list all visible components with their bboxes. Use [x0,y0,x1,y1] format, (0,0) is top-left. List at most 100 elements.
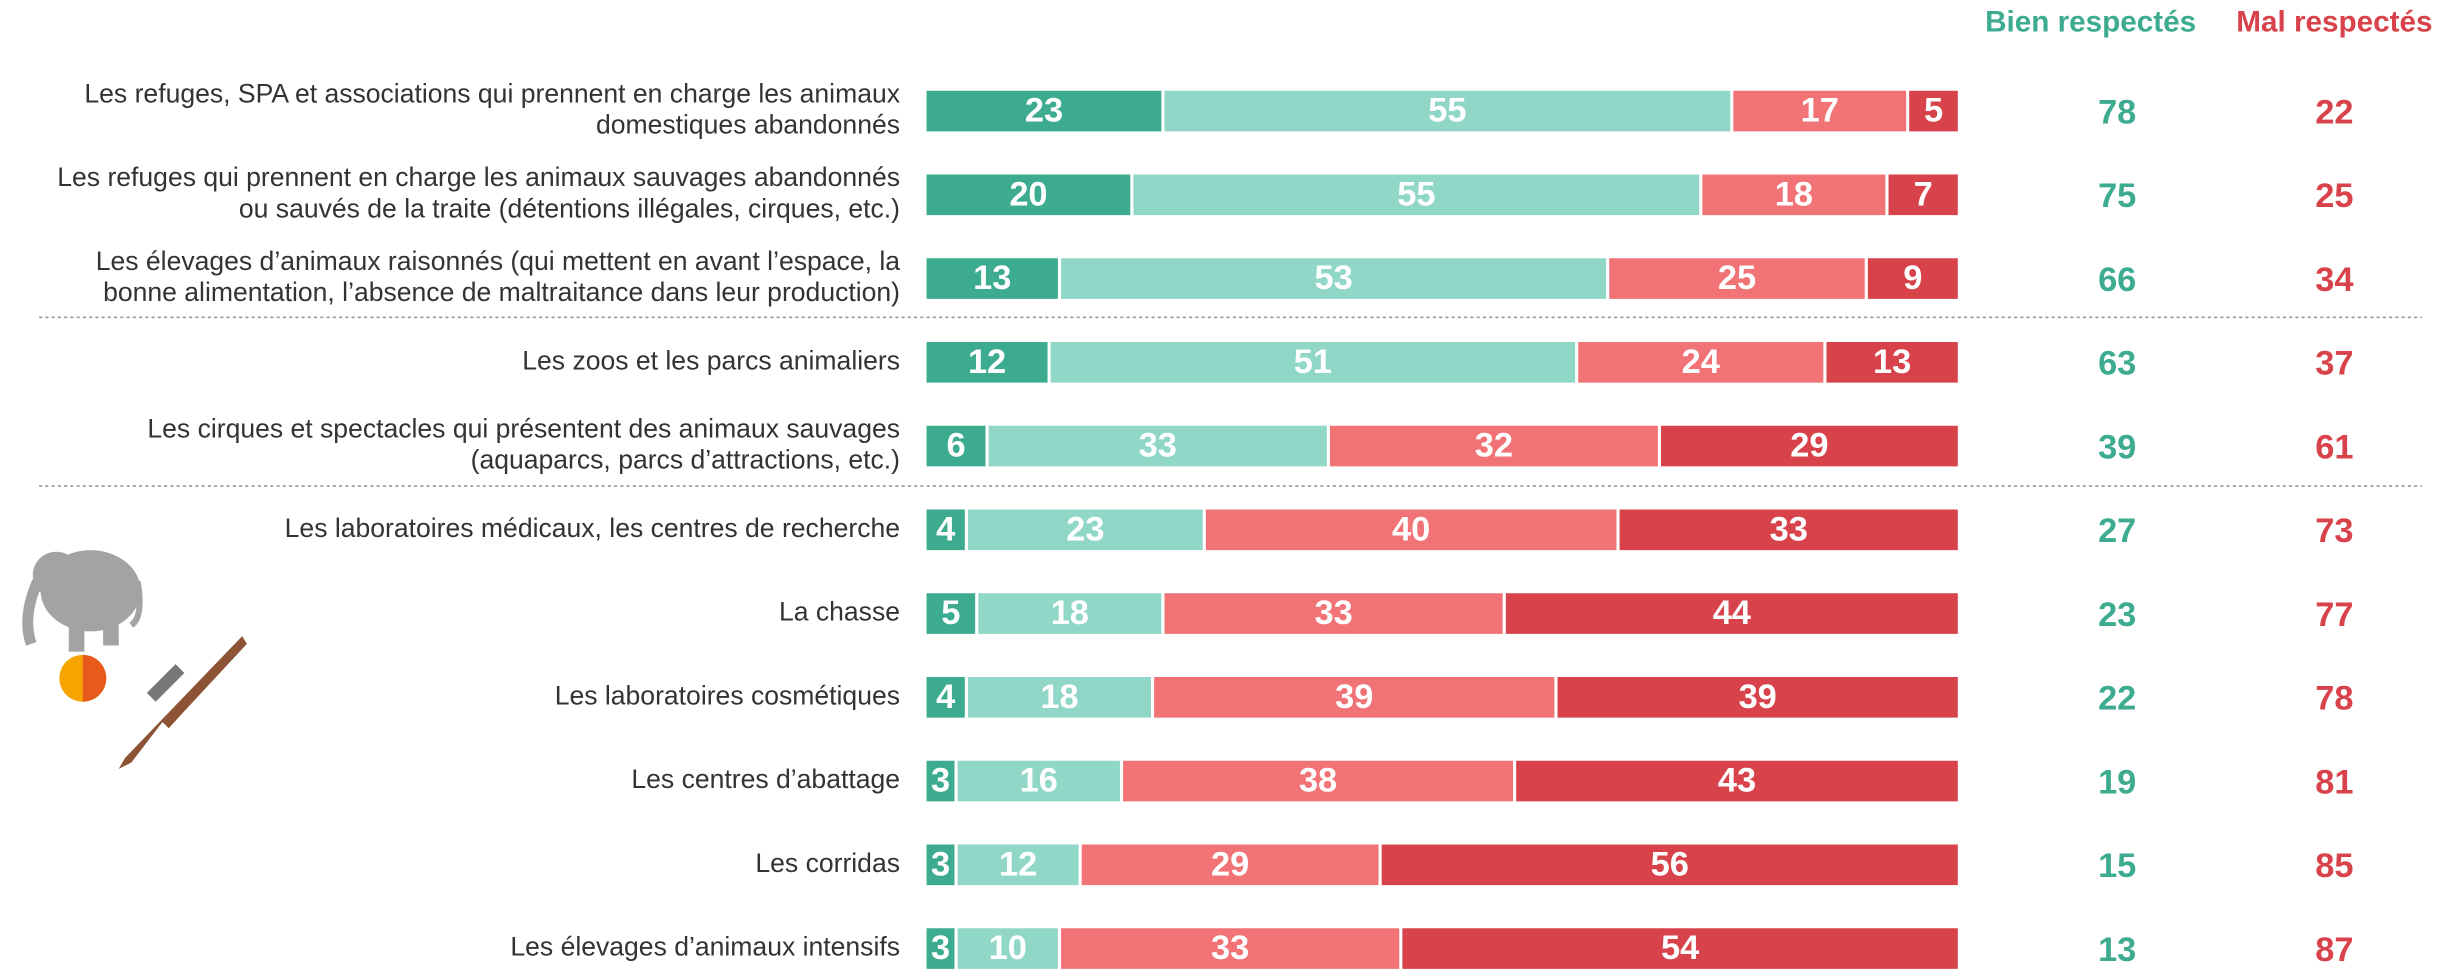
column-header: Mal respectés [2236,5,2432,38]
total-label: 13 [2098,931,2136,969]
category-label: Les élevages d’animaux raisonnés (qui me… [96,246,900,307]
category-label: Les laboratoires médicaux, les centres d… [285,513,900,543]
data-label: 23 [1025,92,1063,130]
data-label: 29 [1211,845,1249,883]
total-label: 81 [2315,763,2353,801]
bar-segment [1505,593,1958,634]
data-label: 17 [1801,92,1839,130]
bar-segment [1516,760,1958,802]
bar-segment [967,677,1151,718]
bar-segment [1050,342,1576,383]
total-label: 23 [2098,596,2136,634]
bar-segment [1609,258,1865,299]
data-label: 5 [941,594,960,632]
bar-segment [1557,677,1958,718]
elephant-icon [22,550,143,702]
bar-segment [1205,509,1617,551]
bar-segment [926,509,965,551]
data-label: 4 [936,510,955,548]
bar-segment [1826,342,1958,383]
data-label: 39 [1335,678,1373,716]
bar-segment [957,844,1079,886]
data-label: 53 [1314,259,1352,297]
data-label: 3 [931,762,950,800]
total-label: 34 [2315,261,2353,299]
total-label: 39 [2098,428,2136,466]
data-label: 20 [1009,175,1047,213]
total-label: 78 [2315,680,2353,718]
bar-segment [926,258,1058,299]
bar-segment [1154,677,1555,718]
data-label: 23 [1066,510,1104,548]
bar-segment [978,593,1162,634]
category-label: Les refuges, SPA et associations qui pre… [84,78,900,139]
data-label: 16 [1020,762,1058,800]
bar-segment [926,677,965,718]
total-label: 75 [2098,177,2136,215]
bar-segment [1867,258,1958,299]
data-label: 13 [973,259,1011,297]
data-label: 43 [1718,762,1756,800]
bar-segment [1061,928,1400,969]
bar-segment [926,342,1048,383]
data-label: 9 [1903,259,1922,297]
total-label: 73 [2315,512,2353,550]
bar-segment [967,509,1203,551]
bar-segment [988,425,1327,467]
data-label: 39 [1739,678,1777,716]
total-label: 61 [2315,428,2353,466]
total-label: 66 [2098,261,2136,299]
bar-segment [957,928,1058,969]
total-label: 85 [2315,847,2353,885]
data-label: 55 [1397,175,1435,213]
total-label: 63 [2098,345,2136,383]
data-label: 33 [1139,427,1177,465]
bar-segment [1619,509,1958,551]
total-label: 37 [2315,345,2353,383]
data-label: 32 [1475,427,1513,465]
data-label: 4 [936,678,955,716]
total-label: 19 [2098,763,2136,801]
bar-segment [1133,174,1700,216]
data-label: 18 [1051,594,1089,632]
category-label: Les laboratoires cosmétiques [555,680,900,710]
data-label: 40 [1392,510,1430,548]
bar-segment [957,760,1120,802]
data-label: 3 [931,845,950,883]
data-label: 24 [1682,343,1720,381]
rifle-icon [118,636,247,769]
total-label: 87 [2315,931,2353,969]
data-label: 12 [968,343,1006,381]
data-label: 18 [1775,175,1813,213]
bar-segment [926,593,976,634]
bar-segment [1578,342,1824,383]
data-label: 33 [1314,594,1352,632]
bar-segment [1702,174,1886,216]
data-label: 7 [1914,175,1933,213]
total-label: 77 [2315,596,2353,634]
bar-segment [926,425,986,467]
bar-segment [1660,425,1958,467]
data-label: 6 [946,427,965,465]
category-label: Les élevages d’animaux intensifs [510,932,900,962]
data-label: 56 [1651,845,1689,883]
total-label: 25 [2315,177,2353,215]
bar-segment [1061,258,1607,299]
data-label: 18 [1040,678,1078,716]
bar-segment [1329,425,1658,467]
column-header: Bien respectés [1985,5,2196,38]
data-label: 12 [999,845,1037,883]
category-label: La chasse [779,597,900,627]
bar-segment [926,760,955,802]
bar-segment [1733,90,1907,132]
bar-segment [1402,928,1958,969]
data-label: 33 [1211,929,1249,967]
data-label: 10 [989,929,1027,967]
data-label: 55 [1428,92,1466,130]
total-label: 22 [2098,680,2136,718]
total-label: 27 [2098,512,2136,550]
data-label: 33 [1770,510,1808,548]
bar-segment [1164,593,1503,634]
total-label: 22 [2315,93,2353,131]
